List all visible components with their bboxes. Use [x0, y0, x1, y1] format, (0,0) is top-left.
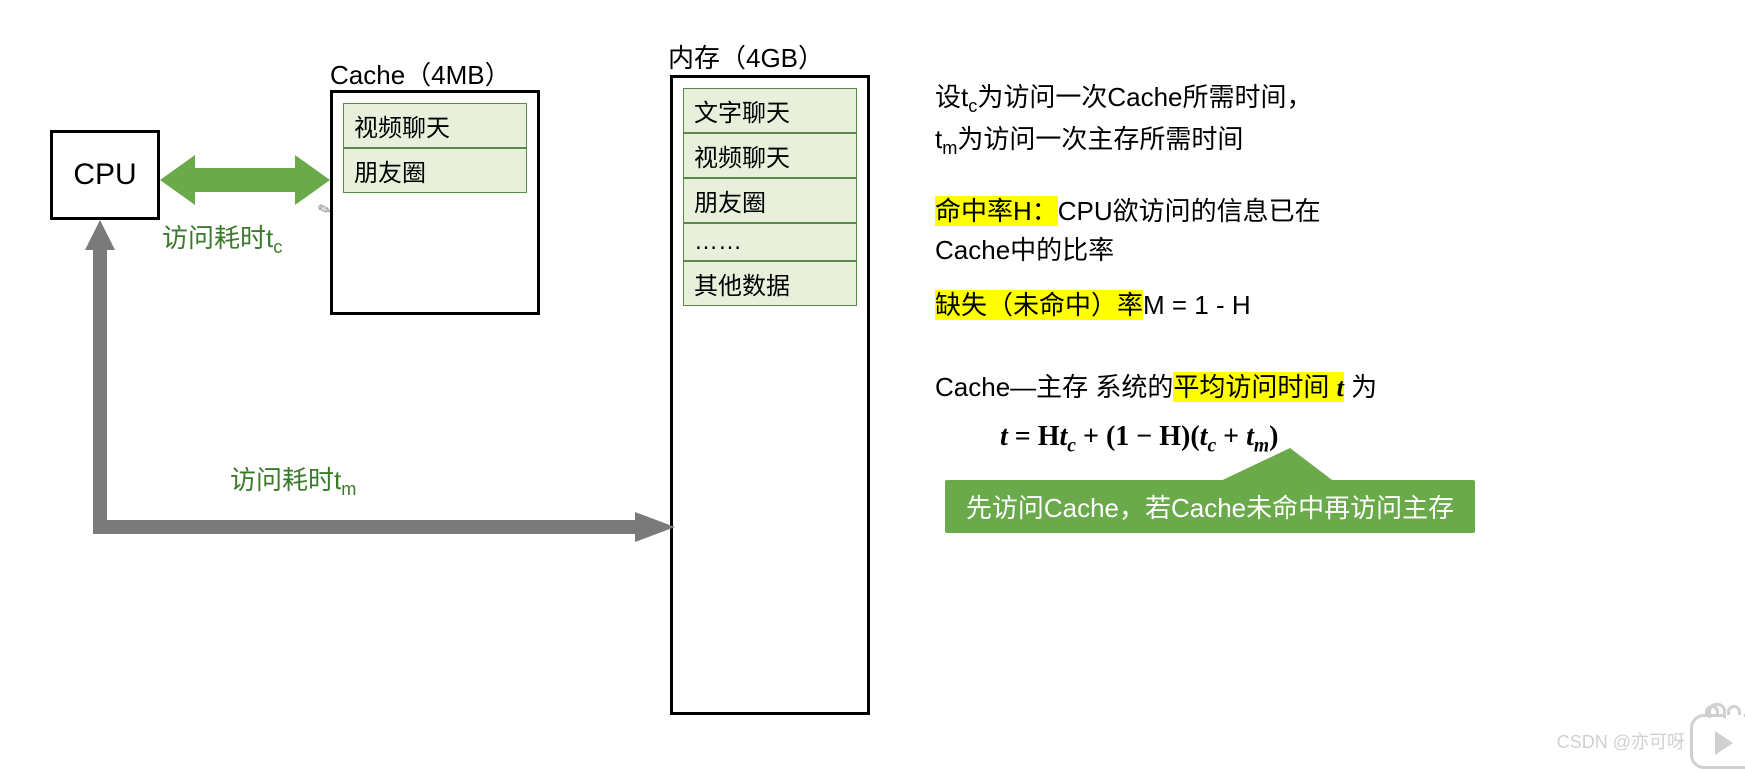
cpu-label: CPU — [73, 158, 136, 192]
hit-rate-text: 命中率H：CPU欲访问的信息已在 Cache中的比率 — [935, 192, 1495, 270]
memory-item: 朋友圈 — [683, 178, 857, 223]
memory-item: 文字聊天 — [683, 88, 857, 133]
callout-box: 先访问Cache，若Cache未命中再访问主存 — [945, 480, 1475, 533]
definition-tc-tm: 设tc为访问一次Cache所需时间， tm为访问一次主存所需时间 — [935, 78, 1495, 163]
miss-rate-text: 缺失（未命中）率M = 1 - H — [935, 286, 1495, 325]
cache-item: 视频聊天 — [343, 103, 527, 148]
avg-highlight: 平均访问时间 t — [1173, 372, 1343, 402]
cache-title: Cache（4MB） — [330, 55, 511, 92]
avg-time-text: Cache—主存 系统的平均访问时间 t 为 — [935, 368, 1555, 407]
arrow-cpu-memory — [85, 220, 675, 550]
memory-item: 视频聊天 — [683, 133, 857, 178]
miss-highlight: 缺失（未命中）率 — [935, 290, 1143, 320]
memory-title: 内存（4GB） — [668, 38, 824, 75]
memory-item: 其他数据 — [683, 261, 857, 306]
memory-box: 文字聊天 视频聊天 朋友圈 …… 其他数据 — [670, 75, 870, 715]
cpu-box: CPU — [50, 130, 160, 220]
tm-label: 访问耗时tm — [230, 460, 356, 500]
arrow-cpu-cache — [160, 150, 330, 210]
hit-highlight: 命中率H： — [935, 196, 1058, 226]
cache-item: 朋友圈 — [343, 148, 527, 193]
memory-item: …… — [683, 223, 857, 261]
watermark: CSDN @亦可呀 — [1557, 728, 1685, 754]
